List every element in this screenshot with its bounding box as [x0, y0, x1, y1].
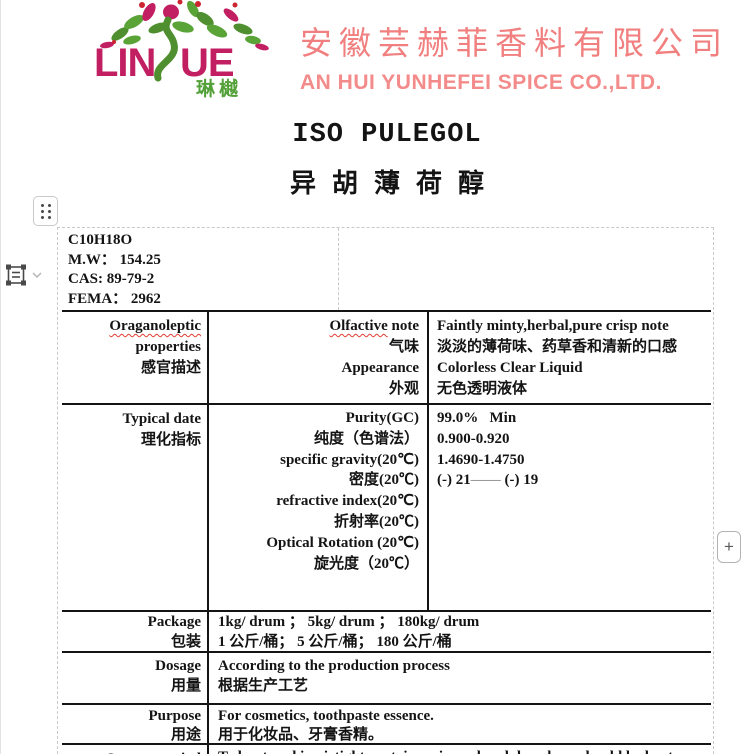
drag-handle-button[interactable]: [33, 196, 58, 226]
mw-line: M.W： 154.25: [68, 251, 161, 268]
product-title-en: ISO PULEGOL: [292, 120, 482, 150]
property-key-cell: Purity(GC) 纯度（色谱法） specific gravity(20℃)…: [207, 405, 427, 610]
company-name-cn: 安徽芸赫菲香料有限公司: [300, 25, 730, 61]
key-line: Olfactive note: [209, 316, 419, 337]
row-label-cell: Oraganoleptic properties 感官描述: [62, 312, 207, 403]
table-gridline: [713, 227, 714, 754]
cas-line: CAS: 89-79-2: [68, 271, 155, 287]
product-title: ISO PULEGOL 异胡薄荷醇: [62, 120, 712, 200]
property-key-cell: Olfactive note 气味 Appearance 外观: [207, 312, 427, 403]
key-line: Optical Rotation (20℃): [266, 534, 419, 551]
label-line: 感官描述: [140, 360, 201, 376]
label-line: Purpose: [148, 708, 202, 724]
value-line: 1.4690-1.4750: [437, 451, 525, 468]
logo-graphic: LIN UE 琳樾: [94, 0, 269, 100]
logo-subtext-cn: 琳樾: [196, 78, 242, 100]
formula-line: C10H18O: [68, 232, 133, 248]
row-value-cell: 1kg/ drum ； 5kg/ drum ； 180kg/ drum 1 公斤…: [207, 612, 711, 651]
rotation-high: (-) 19: [500, 472, 539, 489]
row-value-cell: For cosmetics, toothpaste essence. 用于化妆品…: [207, 705, 711, 743]
key-line: 旋光度（20℃）: [313, 555, 419, 572]
row-value-cell: To be stored in airtight containers in c…: [207, 745, 711, 754]
spec-table: Oraganoleptic properties 感官描述 Olfactive …: [62, 310, 711, 754]
table-row-typical-data: Typical date 理化指标 Purity(GC) 纯度（色谱法） spe…: [62, 405, 711, 612]
key-line: Purity(GC): [345, 410, 419, 426]
value-line: 99.0% Min: [437, 410, 517, 426]
key-line: refractive index(20℃): [276, 493, 419, 510]
row-label-cell: Package 包装: [62, 612, 207, 651]
key-line: 纯度（色谱法）: [313, 430, 419, 447]
table-gridline: [57, 227, 714, 228]
company-logo: LIN UE 琳樾: [92, 0, 272, 100]
label-line: Typical date: [122, 411, 201, 427]
company-header: 安徽芸赫菲香料有限公司 AN HUI YUNHEFEI SPICE CO.,LT…: [300, 18, 740, 95]
table-row-dosage: Dosage 用量 According to the production pr…: [62, 653, 711, 705]
key-line: 折射率(20℃): [334, 513, 419, 530]
value-line: 1kg/ drum ； 5kg/ drum ； 180kg/ drum: [218, 614, 480, 630]
value-line: For cosmetics, toothpaste essence.: [218, 708, 434, 724]
text-frame-icon: [6, 264, 26, 286]
logo-text-lin: LIN: [94, 41, 155, 85]
label-line: 用途: [170, 727, 201, 743]
logo-text-ue: UE: [180, 41, 234, 85]
label-line: 用量: [170, 678, 201, 694]
value-line: To be stored in airtight containers in c…: [218, 747, 711, 754]
value-line: 淡淡的薄荷味、药草香和清新的口感: [437, 339, 678, 355]
table-row-purpose: Purpose 用途 For cosmetics, toothpaste ess…: [62, 705, 711, 745]
property-value-cell: 99.0% Min 0.900-0.920 1.4690-1.4750 (-) …: [427, 405, 711, 610]
label-line: properties: [135, 339, 201, 355]
key-word: note: [387, 318, 420, 334]
chemical-info-box: C10H18O M.W： 154.25 CAS: 89-79-2 FEMA： 2…: [68, 231, 448, 309]
row-label-cell: Dosage 用量: [62, 653, 207, 703]
value-line: 用于化妆品、牙膏香精。: [218, 727, 384, 743]
key-line: 气味: [388, 339, 419, 355]
key-line: 外观: [388, 381, 419, 397]
frame-tool-button[interactable]: [4, 262, 42, 288]
logo-leaves-icon: [100, 0, 269, 51]
table-row-package: Package 包装 1kg/ drum ； 5kg/ drum ； 180kg…: [62, 612, 711, 653]
label-line: Storage period: [62, 749, 201, 754]
add-column-button[interactable]: +: [717, 531, 741, 563]
fema-line: FEMA： 2962: [68, 290, 161, 307]
label-line: Package: [147, 614, 201, 630]
table-row-organoleptic: Oraganoleptic properties 感官描述 Olfactive …: [62, 312, 711, 405]
value-line: 根据生产工艺: [218, 678, 309, 694]
row-label-cell: Purpose 用途: [62, 705, 207, 743]
rotation-dash: ——: [470, 472, 501, 489]
label-line: Oraganoleptic: [109, 318, 201, 334]
key-line: Appearance: [341, 360, 420, 376]
value-line: 0.900-0.920: [437, 430, 510, 447]
label-line: Dosage: [155, 658, 201, 674]
drag-handle-icon: [40, 203, 51, 219]
row-label-cell: Storage period: [62, 745, 207, 754]
rotation-value-line: (-) 21—— (-) 19: [437, 470, 711, 491]
row-value-cell: According to the production process 根据生产…: [207, 653, 711, 703]
rotation-low: (-) 21: [437, 472, 471, 489]
label-line: 包装: [170, 633, 201, 650]
property-value-cell: Faintly minty,herbal,pure crisp note 淡淡的…: [427, 312, 711, 403]
key-line: 密度(20℃): [349, 472, 419, 489]
value-line: According to the production process: [218, 658, 450, 674]
chevron-down-icon: [32, 272, 42, 279]
value-line: 1 公斤/桶； 5 公斤/桶； 180 公斤/桶: [218, 633, 452, 650]
key-word: Olfactive: [329, 318, 388, 334]
key-line: specific gravity(20℃): [280, 451, 419, 468]
value-line: Colorless Clear Liquid: [437, 360, 583, 376]
logo-swoosh-icon: [154, 16, 178, 82]
label-line: 理化指标: [140, 431, 201, 448]
table-gridline: [57, 227, 58, 754]
product-title-cn: 异胡薄荷醇: [289, 169, 500, 198]
window-edge-line: [0, 0, 1, 754]
value-line: Faintly minty,herbal,pure crisp note: [437, 318, 669, 334]
plus-icon: +: [724, 537, 734, 556]
table-row-partial: Storage period To be stored in airtight …: [62, 745, 711, 754]
value-line: 无色透明液体: [437, 381, 528, 397]
row-label-cell: Typical date 理化指标: [62, 405, 207, 610]
table-gridline: [338, 228, 339, 310]
company-name-en: AN HUI YUNHEFEI SPICE CO.,LTD.: [300, 71, 662, 94]
